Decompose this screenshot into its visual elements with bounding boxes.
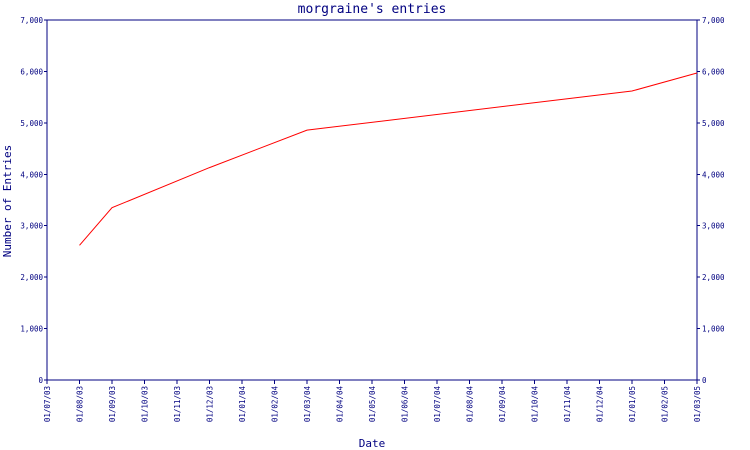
- x-tick-label: 01/08/04: [466, 386, 475, 423]
- x-axis-title: Date: [359, 437, 386, 450]
- x-tick-label: 01/06/04: [401, 386, 410, 423]
- x-tick-label: 01/05/04: [368, 386, 377, 423]
- y-tick-label-right: 0: [702, 376, 707, 385]
- series-line: [79, 72, 698, 246]
- x-tick-label: 01/07/04: [433, 386, 442, 423]
- x-tick-label: 01/11/03: [173, 386, 182, 422]
- y-axis-title: Number of Entries: [1, 145, 14, 258]
- y-tick-label-right: 7,000: [702, 16, 725, 25]
- y-tick-label-left: 5,000: [20, 119, 43, 128]
- x-axis-ticks: 01/07/03 01/08/03 01/09/03 01/10/03 01/11/03…: [43, 380, 702, 422]
- x-tick-label: 01/01/04: [238, 386, 247, 423]
- y-tick-label-left: 0: [38, 376, 43, 385]
- y-tick-label-left: 7,000: [20, 16, 43, 25]
- x-tick-label: 01/07/03: [43, 386, 52, 422]
- y-tick-label-right: 4,000: [702, 170, 725, 179]
- y-axis-ticks: 0 0 1,000 1,000 2,000 2,000 3,000 3,000 4,000 4,0…: [20, 16, 725, 385]
- x-tick-label: 01/12/04: [596, 386, 605, 423]
- y-tick-label-right: 2,000: [702, 273, 725, 282]
- x-tick-label: 01/03/05: [693, 386, 702, 422]
- y-tick-label-left: 2,000: [20, 273, 43, 282]
- x-tick-label: 01/11/04: [563, 386, 572, 423]
- y-tick-label-left: 4,000: [20, 170, 43, 179]
- x-tick-label: 01/09/04: [498, 386, 507, 423]
- y-tick-label-right: 3,000: [702, 222, 725, 231]
- x-tick-label: 01/12/03: [206, 386, 215, 422]
- series-group: [79, 72, 698, 246]
- x-tick-label: 01/02/05: [661, 386, 670, 422]
- x-tick-label: 01/09/03: [108, 386, 117, 422]
- y-tick-label-left: 3,000: [20, 222, 43, 231]
- x-tick-label: 01/02/04: [271, 386, 280, 423]
- y-tick-label-left: 1,000: [20, 325, 43, 334]
- x-tick-label: 01/04/04: [336, 386, 345, 423]
- x-tick-label: 01/01/05: [628, 386, 637, 422]
- y-tick-label-left: 6,000: [20, 67, 43, 76]
- x-tick-label: 01/03/04: [303, 386, 312, 423]
- x-tick-label: 01/10/03: [141, 386, 150, 422]
- y-tick-label-right: 1,000: [702, 325, 725, 334]
- x-tick-label: 01/08/03: [76, 386, 85, 422]
- y-tick-label-right: 5,000: [702, 119, 725, 128]
- y-tick-label-right: 6,000: [702, 67, 725, 76]
- x-tick-label: 01/10/04: [531, 386, 540, 423]
- chart-title: morgraine's entries: [298, 2, 447, 17]
